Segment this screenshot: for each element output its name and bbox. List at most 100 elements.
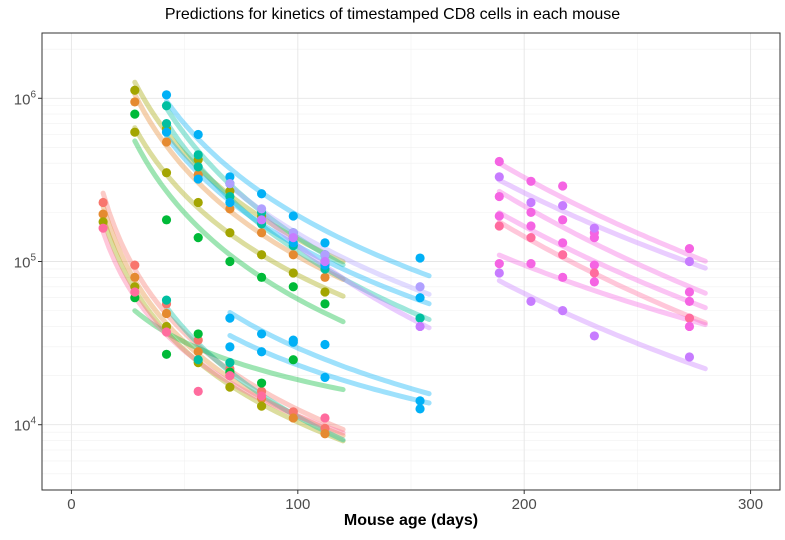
data-point (256, 378, 267, 388)
data-point (98, 197, 108, 208)
fit-curve (100, 215, 346, 444)
data-point (98, 223, 108, 233)
data-point (494, 259, 504, 269)
data-point (415, 396, 425, 406)
data-point (288, 282, 298, 292)
data-point (320, 413, 330, 423)
data-point (288, 335, 298, 345)
data-point (161, 308, 172, 319)
data-point (558, 250, 568, 260)
data-point (193, 174, 203, 184)
data-point (684, 243, 695, 254)
data-point (320, 429, 330, 439)
data-point (494, 221, 504, 231)
data-point (684, 256, 695, 267)
fit-curve (132, 138, 346, 325)
data-point (415, 282, 425, 292)
data-point (526, 207, 536, 217)
data-point (256, 391, 267, 401)
data-point (526, 197, 536, 208)
fit-curve (100, 203, 346, 439)
fit-curve (496, 219, 708, 326)
fit-curve (132, 125, 346, 299)
data-point (415, 253, 425, 263)
y-tick-label: 105 (14, 253, 37, 272)
data-point (161, 215, 172, 225)
data-point (589, 331, 599, 341)
data-point (288, 355, 298, 365)
data-point (288, 233, 298, 243)
data-point (161, 295, 172, 305)
data-point (130, 85, 140, 95)
data-point (558, 201, 568, 211)
data-point (288, 250, 298, 260)
data-point (320, 339, 330, 350)
fit-curve (132, 91, 346, 282)
data-point (161, 101, 172, 111)
x-tick-label: 0 (67, 496, 75, 513)
data-point (558, 306, 568, 316)
data-point (526, 259, 536, 269)
data-point (494, 268, 504, 278)
data-point (225, 172, 235, 182)
data-point (526, 221, 536, 231)
x-tick-label: 200 (512, 496, 537, 513)
data-point (320, 372, 330, 382)
y-tick-label: 106 (14, 89, 37, 108)
data-point (256, 250, 267, 260)
data-point (225, 313, 235, 323)
data-point (193, 355, 203, 365)
data-point (589, 268, 599, 278)
data-point (526, 233, 536, 243)
data-point (320, 299, 330, 309)
data-point (256, 228, 267, 238)
data-point (130, 109, 140, 119)
data-point (320, 250, 330, 260)
data-point (161, 90, 172, 100)
data-point (494, 191, 504, 202)
data-point (193, 329, 203, 339)
data-point (320, 256, 330, 267)
fit-curve (496, 177, 708, 271)
fit-curve (496, 252, 708, 328)
data-point (684, 321, 695, 332)
data-point (161, 168, 172, 178)
fit-curve (496, 210, 708, 311)
data-point (589, 223, 599, 233)
fit-curve (132, 79, 346, 265)
data-point (494, 211, 504, 221)
data-point (558, 238, 568, 248)
data-point (161, 137, 172, 147)
x-tick-label: 100 (285, 496, 310, 513)
data-point (130, 127, 140, 137)
data-point (558, 272, 568, 282)
data-point (256, 215, 267, 225)
data-point (161, 349, 172, 359)
data-point (415, 293, 425, 303)
data-point (256, 272, 267, 282)
data-point (684, 296, 695, 306)
data-point (558, 181, 568, 191)
data-point (161, 327, 172, 337)
data-point (415, 321, 425, 332)
data-point (256, 329, 267, 339)
data-point (288, 211, 298, 221)
data-point (415, 313, 425, 323)
data-point (494, 172, 504, 182)
data-point (225, 179, 235, 189)
data-point (288, 413, 298, 423)
data-point (558, 215, 568, 225)
x-tick-label: 300 (738, 496, 763, 513)
chart-title: Predictions for kinetics of timestamped … (164, 6, 621, 23)
data-point (589, 260, 599, 270)
data-point (161, 127, 172, 137)
fit-curve (100, 229, 346, 436)
data-point (193, 386, 203, 396)
data-point (130, 97, 140, 107)
data-point (320, 287, 330, 297)
data-point (256, 347, 267, 357)
data-point (130, 272, 140, 282)
fit-curve (100, 190, 346, 432)
data-point (320, 238, 330, 248)
